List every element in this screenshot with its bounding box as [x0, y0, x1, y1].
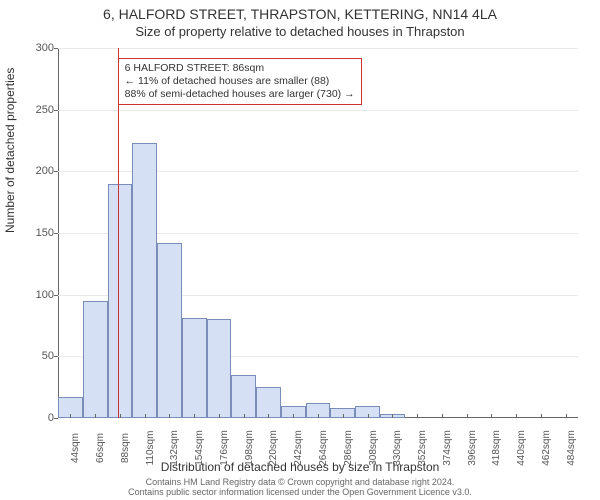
footer-line2: Contains public sector information licen… — [0, 488, 600, 498]
y-tick-label: 100 — [24, 289, 54, 301]
x-tick-label: 88sqm — [120, 433, 131, 463]
y-tick-mark — [54, 110, 58, 111]
histogram-bar — [182, 318, 207, 418]
histogram-bar — [108, 184, 133, 418]
x-axis-title: Distribution of detached houses by size … — [0, 460, 600, 474]
x-tick-mark — [70, 414, 71, 418]
x-tick-mark — [219, 414, 220, 418]
callout-line: 6 HALFORD STREET: 86sqm — [125, 62, 355, 75]
x-tick-mark — [442, 414, 443, 418]
histogram-bar — [83, 301, 108, 418]
y-tick-mark — [54, 295, 58, 296]
x-ticks-area: 44sqm66sqm88sqm110sqm132sqm154sqm176sqm1… — [58, 418, 578, 458]
histogram-bar — [231, 375, 256, 418]
y-tick-mark — [54, 48, 58, 49]
callout-line: ← 11% of detached houses are smaller (88… — [125, 75, 355, 88]
x-tick-mark — [566, 414, 567, 418]
chart-root: 6, HALFORD STREET, THRAPSTON, KETTERING,… — [0, 0, 600, 500]
y-tick-mark — [54, 233, 58, 234]
x-tick-mark — [467, 414, 468, 418]
y-tick-mark — [54, 356, 58, 357]
x-tick-mark — [120, 414, 121, 418]
footer-attribution: Contains HM Land Registry data © Crown c… — [0, 478, 600, 498]
x-tick-mark — [293, 414, 294, 418]
y-tick-mark — [54, 171, 58, 172]
x-tick-mark — [516, 414, 517, 418]
x-tick-mark — [169, 414, 170, 418]
y-tick-label: 250 — [24, 104, 54, 116]
x-tick-mark — [392, 414, 393, 418]
x-tick-mark — [268, 414, 269, 418]
histogram-bar — [157, 243, 182, 418]
x-tick-mark — [417, 414, 418, 418]
x-tick-mark — [491, 414, 492, 418]
y-axis-title: Number of detached properties — [3, 68, 17, 233]
callout-line: 88% of semi-detached houses are larger (… — [125, 88, 355, 101]
chart-title-line2: Size of property relative to detached ho… — [0, 24, 600, 39]
x-tick-mark — [368, 414, 369, 418]
x-tick-mark — [343, 414, 344, 418]
x-tick-mark — [541, 414, 542, 418]
x-tick-mark — [145, 414, 146, 418]
y-tick-label: 300 — [24, 42, 54, 54]
y-tick-label: 150 — [24, 227, 54, 239]
y-tick-label: 50 — [24, 350, 54, 362]
reference-callout: 6 HALFORD STREET: 86sqm← 11% of detached… — [118, 58, 362, 105]
x-tick-label: 66sqm — [95, 433, 106, 463]
y-tick-label: 200 — [24, 165, 54, 177]
x-tick-mark — [194, 414, 195, 418]
plot-area: 0501001502002503006 HALFORD STREET: 86sq… — [58, 48, 578, 418]
x-tick-mark — [244, 414, 245, 418]
chart-title-line1: 6, HALFORD STREET, THRAPSTON, KETTERING,… — [0, 6, 600, 22]
histogram-bar — [207, 319, 232, 418]
x-tick-mark — [95, 414, 96, 418]
y-gridline — [58, 110, 578, 111]
histogram-bar — [132, 143, 157, 418]
x-tick-label: 44sqm — [70, 433, 81, 463]
y-tick-label: 0 — [24, 412, 54, 424]
x-tick-mark — [318, 414, 319, 418]
y-gridline — [58, 48, 578, 49]
